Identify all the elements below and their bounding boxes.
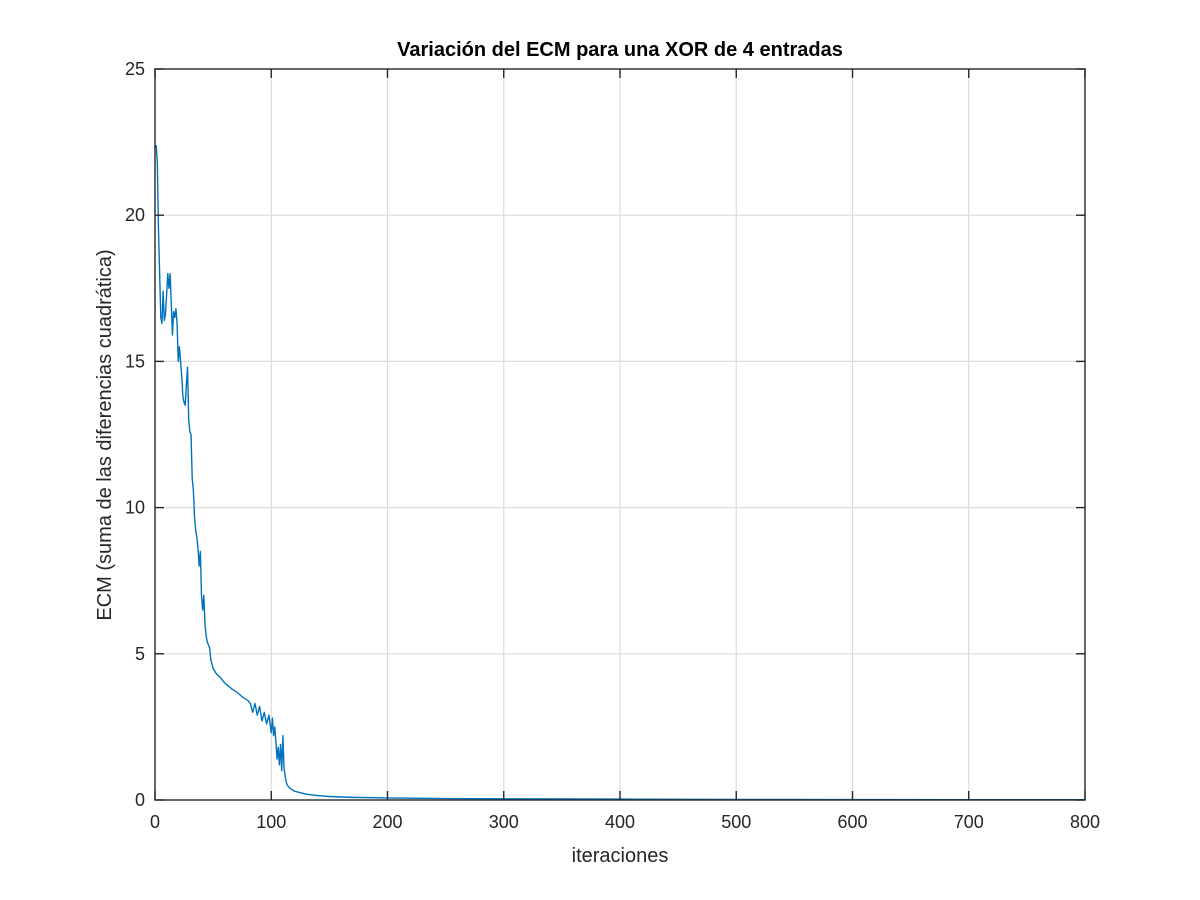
series-layer: [155, 144, 1085, 801]
y-tick-label: 20: [125, 205, 145, 225]
x-tick-label: 500: [721, 812, 751, 832]
x-tick-label: 700: [954, 812, 984, 832]
x-tick-label: 0: [150, 812, 160, 832]
x-tick-label: 800: [1070, 812, 1100, 832]
x-tick-labels: 0 100 200 300 400 500 600 700 800: [150, 812, 1100, 832]
axis-ticks: [154, 68, 1086, 801]
x-tick-label: 400: [605, 812, 635, 832]
y-tick-label: 0: [135, 790, 145, 810]
x-tick-label: 200: [372, 812, 402, 832]
y-tick-label: 25: [125, 59, 145, 79]
chart-title: Variación del ECM para una XOR de 4 entr…: [397, 39, 843, 61]
grid-lines: [155, 69, 1085, 800]
y-tick-label: 15: [125, 351, 145, 371]
x-tick-label: 600: [837, 812, 867, 832]
y-axis-label: ECM (suma de las diferencias cuadrática): [94, 249, 116, 620]
x-tick-label: 100: [256, 812, 286, 832]
y-tick-label: 5: [135, 644, 145, 664]
series-line: [155, 144, 1085, 801]
x-tick-label: 300: [489, 812, 519, 832]
x-axis-label: iteraciones: [572, 845, 669, 867]
y-tick-labels: 0 5 10 15 20 25: [125, 59, 145, 810]
y-tick-label: 10: [125, 498, 145, 518]
